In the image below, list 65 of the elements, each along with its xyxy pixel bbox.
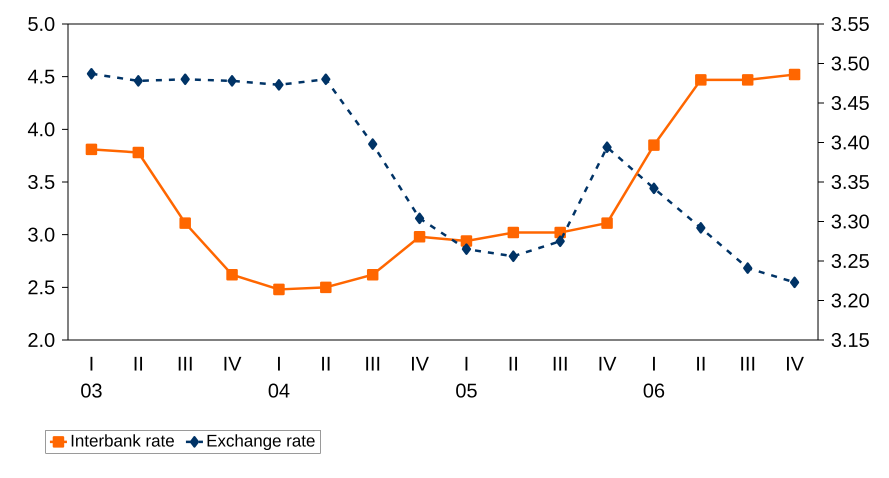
point (227, 75, 237, 87)
point (86, 68, 96, 80)
y-tick-label: 5.0 (28, 16, 54, 32)
y2-tick-label: 3.40 (832, 135, 869, 150)
point (648, 139, 660, 151)
x-tick-label: II (510, 356, 518, 371)
x-tick-label: III (741, 356, 754, 371)
x-tick-label: IV (600, 356, 616, 371)
x-tick-label: III (178, 356, 192, 371)
legend-label: Interbank rate (72, 434, 174, 447)
x-tick-label: III (366, 356, 380, 371)
x-tick-label: IV (412, 356, 429, 371)
point (742, 74, 754, 86)
y-tick-label: 4.0 (28, 122, 54, 136)
y2-tick-label: 3.45 (832, 96, 869, 110)
x-tick-label: I 04 (268, 356, 290, 398)
point (414, 212, 424, 224)
point (696, 222, 706, 234)
point (601, 217, 613, 229)
x-tick-label: II (322, 356, 330, 371)
x-tick-label: II (697, 356, 705, 371)
y2-tick-label: 3.55 (832, 16, 869, 32)
x-tick-label: I 06 (644, 356, 664, 398)
point (508, 250, 518, 262)
point (179, 217, 191, 229)
y2-tick-label: 3.15 (832, 332, 869, 348)
point (368, 138, 378, 150)
x-tick-label: IV (224, 356, 242, 371)
y-tick-label: 3.5 (28, 174, 54, 190)
point (414, 231, 426, 243)
y-tick-label: 2.0 (28, 332, 54, 348)
x-tick-label: I 03 (81, 356, 102, 398)
point (788, 68, 800, 80)
point (743, 262, 752, 274)
x-tick-label: I 05 (456, 356, 477, 398)
point (790, 276, 800, 288)
y2-tick-label: 3.50 (832, 56, 869, 71)
legend-label: Exchange rate (208, 434, 315, 450)
y2-tick-label: 3.30 (832, 214, 869, 229)
y2-tick-label: 3.25 (832, 254, 869, 268)
x-tick-label: III (554, 356, 567, 371)
y-tick-label: 4.5 (28, 70, 54, 84)
y-tick-label: 3.0 (28, 228, 54, 242)
point (134, 75, 143, 87)
y-tick-label: 2.5 (28, 280, 54, 294)
point (462, 243, 472, 255)
point (366, 268, 378, 280)
point (132, 146, 144, 158)
point (274, 79, 284, 91)
point (695, 74, 707, 86)
point (602, 141, 612, 153)
x-tick-label: II (134, 356, 142, 371)
y2-tick-label: 3.20 (832, 293, 869, 308)
point (226, 268, 238, 280)
point (180, 74, 190, 86)
point (273, 284, 285, 296)
point (86, 144, 98, 156)
point (321, 74, 330, 86)
point (460, 235, 472, 247)
point (649, 182, 659, 194)
point (320, 282, 332, 294)
point (508, 226, 520, 238)
point (556, 236, 565, 247)
x-tick-label: IV (787, 356, 804, 371)
y2-tick-label: 3.35 (832, 174, 869, 190)
